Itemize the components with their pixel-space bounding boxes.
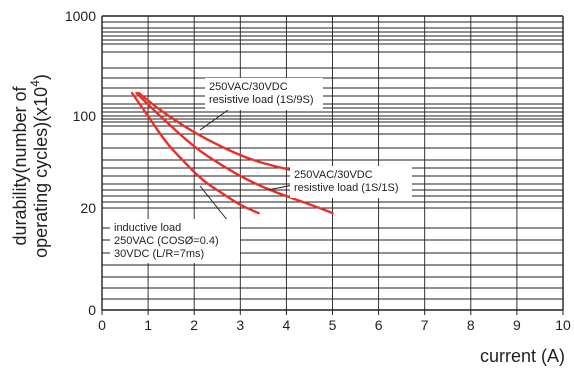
annotation-leader-line — [199, 185, 229, 222]
annotation-text: 30VDC (L/R=7ms) — [114, 248, 204, 260]
x-tick-label: 1 — [144, 317, 152, 333]
x-axis-label: current (A) — [480, 346, 565, 366]
x-tick-label: 4 — [283, 317, 291, 333]
y-axis-label-main: operating cycles)(x10 — [31, 87, 51, 258]
y-axis-label: durability(number of operating cycles)(x… — [10, 74, 51, 258]
y-axis-label-line-1: durability(number of — [10, 85, 30, 245]
x-tick-label: 5 — [329, 317, 337, 333]
x-tick-label: 2 — [190, 317, 198, 333]
y-tick-label: 0 — [88, 302, 96, 318]
x-tick-label: 10 — [555, 317, 571, 333]
annotation-text: 250VAC/30VDC — [294, 169, 373, 181]
y-tick-label: 1000 — [65, 8, 96, 24]
grid-lines — [101, 15, 564, 315]
x-tick-label: 7 — [421, 317, 429, 333]
annotation-background — [290, 166, 412, 198]
annotation-text: resistive load (1S/9S) — [209, 94, 314, 106]
annotation-background — [205, 78, 323, 110]
annotation-leader-line — [199, 109, 229, 131]
x-tick-label: 3 — [236, 317, 244, 333]
annotation-text: inductive load — [114, 222, 181, 234]
y-tick-label: 100 — [73, 108, 97, 124]
y-axis-label-exponent: 4 — [28, 80, 42, 87]
annotation-text: resistive load (1S/1S) — [294, 182, 399, 194]
y-tick-label: 20 — [80, 200, 96, 216]
x-tick-label: 9 — [513, 317, 521, 333]
x-tick-label: 8 — [467, 317, 475, 333]
x-tick-label: 0 — [98, 317, 106, 333]
annotation-text: 250VAC/30VDC — [209, 81, 288, 93]
x-tick-label: 6 — [375, 317, 383, 333]
y-axis-label-close: ) — [31, 74, 51, 80]
y-axis-label-line-2: operating cycles)(x104) — [28, 74, 51, 258]
series-curve — [130, 91, 260, 215]
annotation-text: 250VAC (COSØ=0.4) — [114, 235, 219, 247]
series-curve — [135, 91, 334, 215]
annotation-background — [110, 219, 240, 263]
